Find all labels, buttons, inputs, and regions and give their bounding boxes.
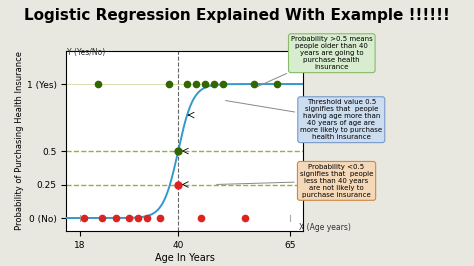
X-axis label: Age In Years: Age In Years <box>155 253 215 263</box>
Y-axis label: Probability of Purchasing Health Insurance: Probability of Purchasing Health Insuran… <box>15 52 24 230</box>
Text: Probability <0.5
signifies that  people
less than 40 years
are not likely to
pur: Probability <0.5 signifies that people l… <box>217 164 373 198</box>
Text: Threshold value 0.5
signifies that  people
having age more than
40 years of age : Threshold value 0.5 signifies that peopl… <box>226 99 383 140</box>
Text: Y (Yes/No): Y (Yes/No) <box>67 48 106 57</box>
Text: Logistic Regression Explained With Example !!!!!!: Logistic Regression Explained With Examp… <box>24 8 450 23</box>
Text: Probability >0.5 means
people older than 40
years are going to
purchase health
i: Probability >0.5 means people older than… <box>257 36 373 87</box>
Text: X (Age years): X (Age years) <box>299 223 351 232</box>
